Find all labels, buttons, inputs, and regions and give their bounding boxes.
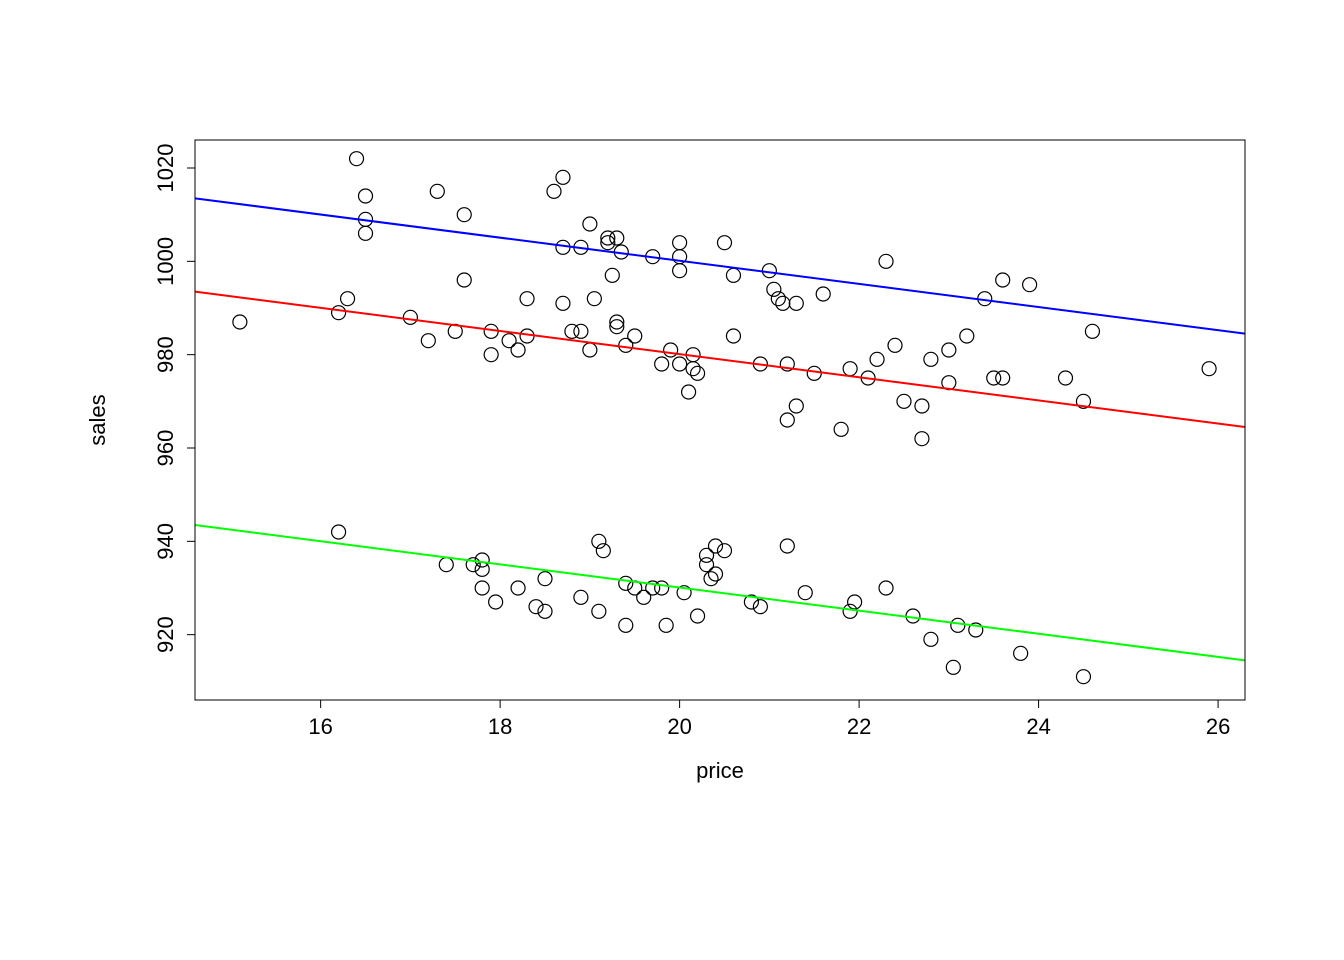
- x-tick-label: 16: [308, 714, 332, 739]
- chart-svg: 16 18 20 22 24 26 price 920 940 960 980 1000 1020 sal…: [0, 0, 1344, 960]
- x-tick-label: 20: [667, 714, 691, 739]
- y-tick-label: 940: [153, 523, 178, 560]
- y-tick-label: 920: [153, 616, 178, 653]
- y-tick-label: 1000: [153, 237, 178, 286]
- y-tick-label: 960: [153, 430, 178, 467]
- y-axis-label: sales: [85, 394, 110, 445]
- x-tick-label: 22: [847, 714, 871, 739]
- x-tick-label: 26: [1206, 714, 1230, 739]
- y-tick-label: 1020: [153, 144, 178, 193]
- x-axis-label: price: [696, 758, 744, 783]
- x-tick-label: 24: [1026, 714, 1050, 739]
- x-tick-label: 18: [488, 714, 512, 739]
- y-tick-label: 980: [153, 336, 178, 373]
- scatter-chart: 16 18 20 22 24 26 price 920 940 960 980 1000 1020 sal…: [0, 0, 1344, 960]
